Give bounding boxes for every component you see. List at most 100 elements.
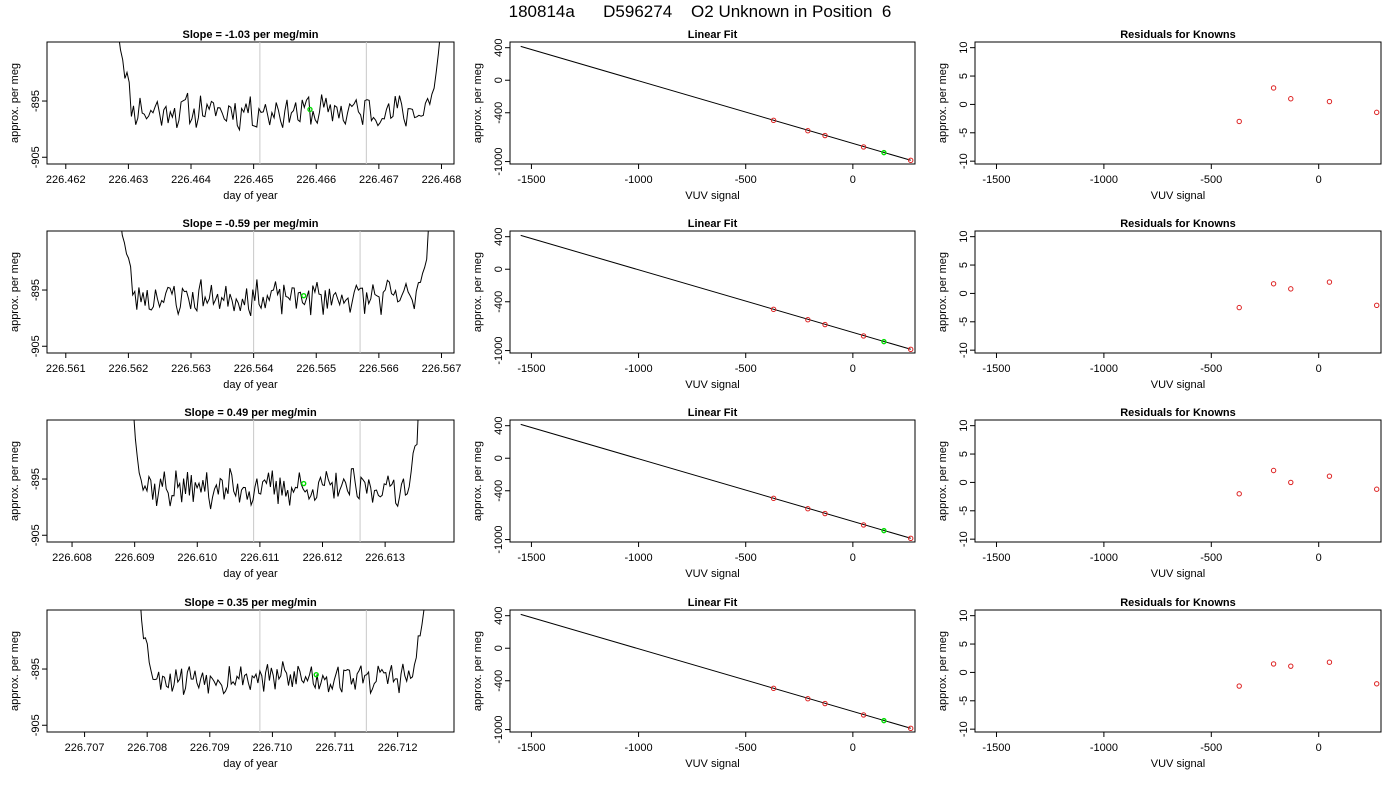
x-tick-label: -500: [1200, 363, 1222, 375]
y-axis-label: approx. per meg: [937, 441, 949, 521]
y-tick-label: 400: [493, 417, 505, 435]
known-point: [770, 685, 777, 692]
y-tick-label: -400: [493, 102, 505, 124]
residual-point: [1270, 661, 1277, 667]
known-point: [770, 495, 777, 502]
x-tick-label: 226.709: [190, 742, 230, 754]
time-series-panel-2: Slope = -0.59 per meg/min 226.561 226.562 2…: [9, 218, 461, 391]
plot-frame: [509, 41, 916, 165]
fit-line: [520, 234, 911, 350]
x-tick-label: 226.463: [109, 174, 149, 186]
y-tick-label: -5: [958, 506, 970, 516]
y-axis-label: approx. per meg: [937, 63, 949, 143]
y-tick-label: -905: [30, 714, 42, 736]
residual-point: [1326, 659, 1333, 665]
x-tick-label: -500: [735, 174, 757, 186]
residual-point: [1374, 302, 1380, 309]
x-axis-label: day of year: [223, 758, 278, 770]
x-tick-label: 0: [1316, 363, 1322, 375]
x-tick-label: -1000: [625, 363, 653, 375]
x-tick-label: 0: [850, 552, 856, 564]
x-tick-label: 226.608: [52, 552, 92, 564]
residual-point: [1288, 479, 1294, 486]
y-tick-label: -10: [958, 531, 970, 547]
x-tick-label: 226.566: [359, 363, 399, 375]
y-tick-label: 0: [493, 455, 505, 461]
panel-title: Linear Fit: [688, 29, 738, 41]
y-tick-label: 5: [958, 262, 970, 268]
x-tick-label: 0: [850, 174, 856, 186]
x-axis-label: VUV signal: [1151, 568, 1205, 580]
y-tick-label: -905: [30, 335, 42, 357]
x-tick-label: -500: [735, 363, 757, 375]
x-tick-label: 226.711: [316, 742, 355, 754]
y-tick-label: 0: [958, 101, 970, 107]
plot-area: [1236, 467, 1380, 497]
x-tick-label: 226.563: [171, 363, 211, 375]
unknown-point: [881, 717, 887, 724]
unknown-marker: [301, 292, 307, 299]
linear-fit-panel-3: Linear Fit -1500 -1000 -500 0 400 0 -400 -1000 VU…: [472, 407, 916, 580]
known-point: [908, 725, 914, 732]
data-trace: [118, 42, 441, 132]
plot-area: [140, 610, 425, 732]
y-tick-label: -905: [30, 146, 42, 168]
plot-frame: [509, 609, 916, 733]
residual-point: [1288, 286, 1294, 292]
x-tick-label: 226.707: [65, 742, 105, 754]
y-tick-label: -1000: [493, 525, 505, 553]
unknown-marker: [313, 671, 319, 678]
residual-point: [1288, 663, 1294, 669]
x-axis-label: day of year: [223, 568, 278, 580]
x-tick-label: 226.561: [46, 363, 86, 375]
known-point: [805, 506, 811, 512]
y-axis-label: approx. per meg: [472, 631, 484, 711]
known-point: [770, 306, 777, 313]
y-tick-label: -895: [30, 658, 42, 680]
known-point: [805, 696, 811, 702]
known-point: [860, 333, 867, 339]
plot-frame: [974, 419, 1382, 543]
known-point: [860, 144, 867, 150]
plot-area: [1236, 279, 1380, 311]
y-tick-label: 0: [958, 290, 970, 296]
known-point: [860, 522, 867, 528]
x-tick-label: 226.708: [127, 742, 167, 754]
panel-title: Residuals for Knowns: [1120, 597, 1236, 609]
x-tick-label: 226.562: [109, 363, 149, 375]
x-tick-label: -1500: [517, 174, 545, 186]
x-tick-label: 226.462: [46, 174, 86, 186]
known-point: [822, 321, 828, 328]
residual-point: [1236, 304, 1242, 311]
y-tick-label: -1000: [493, 715, 505, 743]
x-tick-label: -1000: [1090, 363, 1118, 375]
plot-frame: [974, 609, 1382, 733]
x-tick-label: 226.710: [253, 742, 293, 754]
residual-point: [1270, 467, 1277, 474]
y-tick-label: -400: [493, 480, 505, 502]
panel-title: Slope = 0.35 per meg/min: [184, 597, 317, 609]
y-axis-label: approx. per meg: [937, 252, 949, 332]
x-axis-label: VUV signal: [685, 568, 739, 580]
x-tick-label: -1000: [1090, 174, 1118, 186]
x-axis-label: day of year: [223, 190, 278, 202]
y-tick-label: -10: [958, 342, 970, 358]
x-tick-label: -500: [1200, 742, 1222, 754]
plot-area: [520, 613, 914, 732]
residual-point: [1236, 118, 1242, 125]
y-tick-label: 5: [958, 641, 970, 647]
panel-title: Linear Fit: [688, 597, 738, 609]
x-tick-label: -1500: [982, 174, 1010, 186]
panel-title: Linear Fit: [688, 218, 738, 230]
x-tick-label: 0: [850, 742, 856, 754]
unknown-point: [881, 338, 887, 345]
residual-point: [1374, 486, 1380, 492]
linear-fit-panel-4: Linear Fit -1500 -1000 -500 0 400 0 -400 -1000 VU…: [472, 597, 916, 770]
x-tick-label: 226.467: [359, 174, 399, 186]
y-tick-label: -1000: [493, 336, 505, 364]
x-tick-label: 226.468: [422, 174, 462, 186]
y-tick-label: 10: [958, 42, 970, 54]
x-tick-label: -1000: [1090, 552, 1118, 564]
plot-area: [121, 231, 429, 353]
data-trace: [140, 610, 425, 695]
